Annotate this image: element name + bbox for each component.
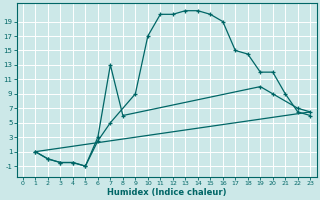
X-axis label: Humidex (Indice chaleur): Humidex (Indice chaleur) bbox=[107, 188, 226, 197]
